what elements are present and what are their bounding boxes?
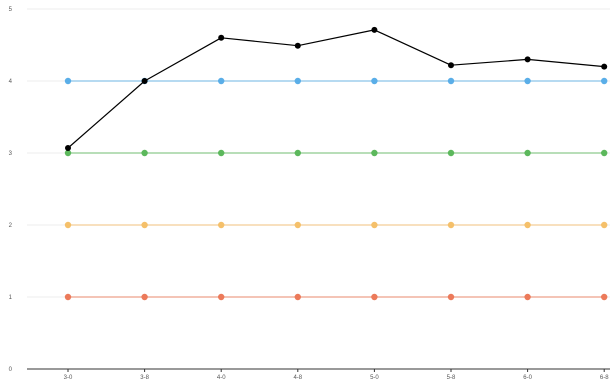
data-point: [64, 149, 72, 157]
series-0: [65, 26, 608, 151]
y-tick-label: 5: [9, 7, 13, 13]
y-tick-label: 4: [9, 79, 13, 85]
data-point: [524, 149, 531, 157]
y-tick-label: 2: [9, 223, 13, 229]
data-point: [141, 293, 148, 301]
data-point: [524, 77, 531, 85]
x-tick-label: 6-0: [523, 375, 532, 381]
x-tick-label: 3-0: [64, 375, 73, 381]
data-point: [141, 221, 148, 229]
data-point: [65, 145, 71, 151]
data-point: [601, 221, 608, 229]
data-point: [601, 77, 608, 85]
data-point: [64, 293, 72, 301]
axis-layer: [27, 368, 610, 372]
data-point: [524, 56, 531, 63]
data-point: [447, 221, 455, 229]
data-point: [218, 77, 225, 85]
data-point: [294, 293, 301, 301]
y-tick-label: 1: [9, 295, 13, 301]
data-point: [371, 77, 378, 85]
data-point: [448, 62, 454, 69]
x-tick-label: 5-0: [370, 375, 379, 381]
data-point: [64, 77, 72, 85]
data-point: [371, 293, 378, 301]
data-point: [141, 149, 148, 157]
data-point: [371, 26, 378, 33]
data-point: [294, 77, 301, 85]
data-point: [218, 34, 225, 41]
data-point: [524, 293, 531, 301]
data-point: [294, 42, 301, 49]
x-tick-label: 3-8: [140, 375, 149, 381]
series-3: [64, 221, 608, 229]
data-point: [294, 221, 301, 229]
data-point: [371, 149, 378, 157]
data-point: [218, 149, 225, 157]
y-tick-label: 0: [9, 367, 13, 373]
x-tick-label: 4-8: [293, 375, 302, 381]
data-point: [218, 293, 225, 301]
data-point: [524, 221, 531, 229]
data-point: [447, 77, 455, 85]
data-point: [64, 221, 72, 229]
tick-labels: 0 1 2 3 4 5 3-0 3-8 4-0 4-8 5-0 5-8 6-0 6-8: [9, 7, 610, 381]
data-point: [601, 293, 608, 301]
data-point: [601, 63, 608, 70]
data-point: [218, 221, 225, 229]
x-tick-label: 6-8: [600, 375, 609, 381]
series-line: [67, 29, 605, 149]
data-point: [141, 78, 148, 84]
data-point: [601, 149, 608, 157]
x-tick-label: 5-8: [447, 375, 456, 381]
series-layer: [64, 26, 608, 301]
series-2: [64, 149, 608, 157]
data-point: [294, 149, 301, 157]
data-point: [447, 293, 455, 301]
y-tick-label: 3: [9, 151, 13, 157]
data-point: [447, 149, 455, 157]
data-point: [371, 221, 378, 229]
x-tick-label: 4-0: [217, 375, 226, 381]
series-4: [64, 293, 608, 301]
